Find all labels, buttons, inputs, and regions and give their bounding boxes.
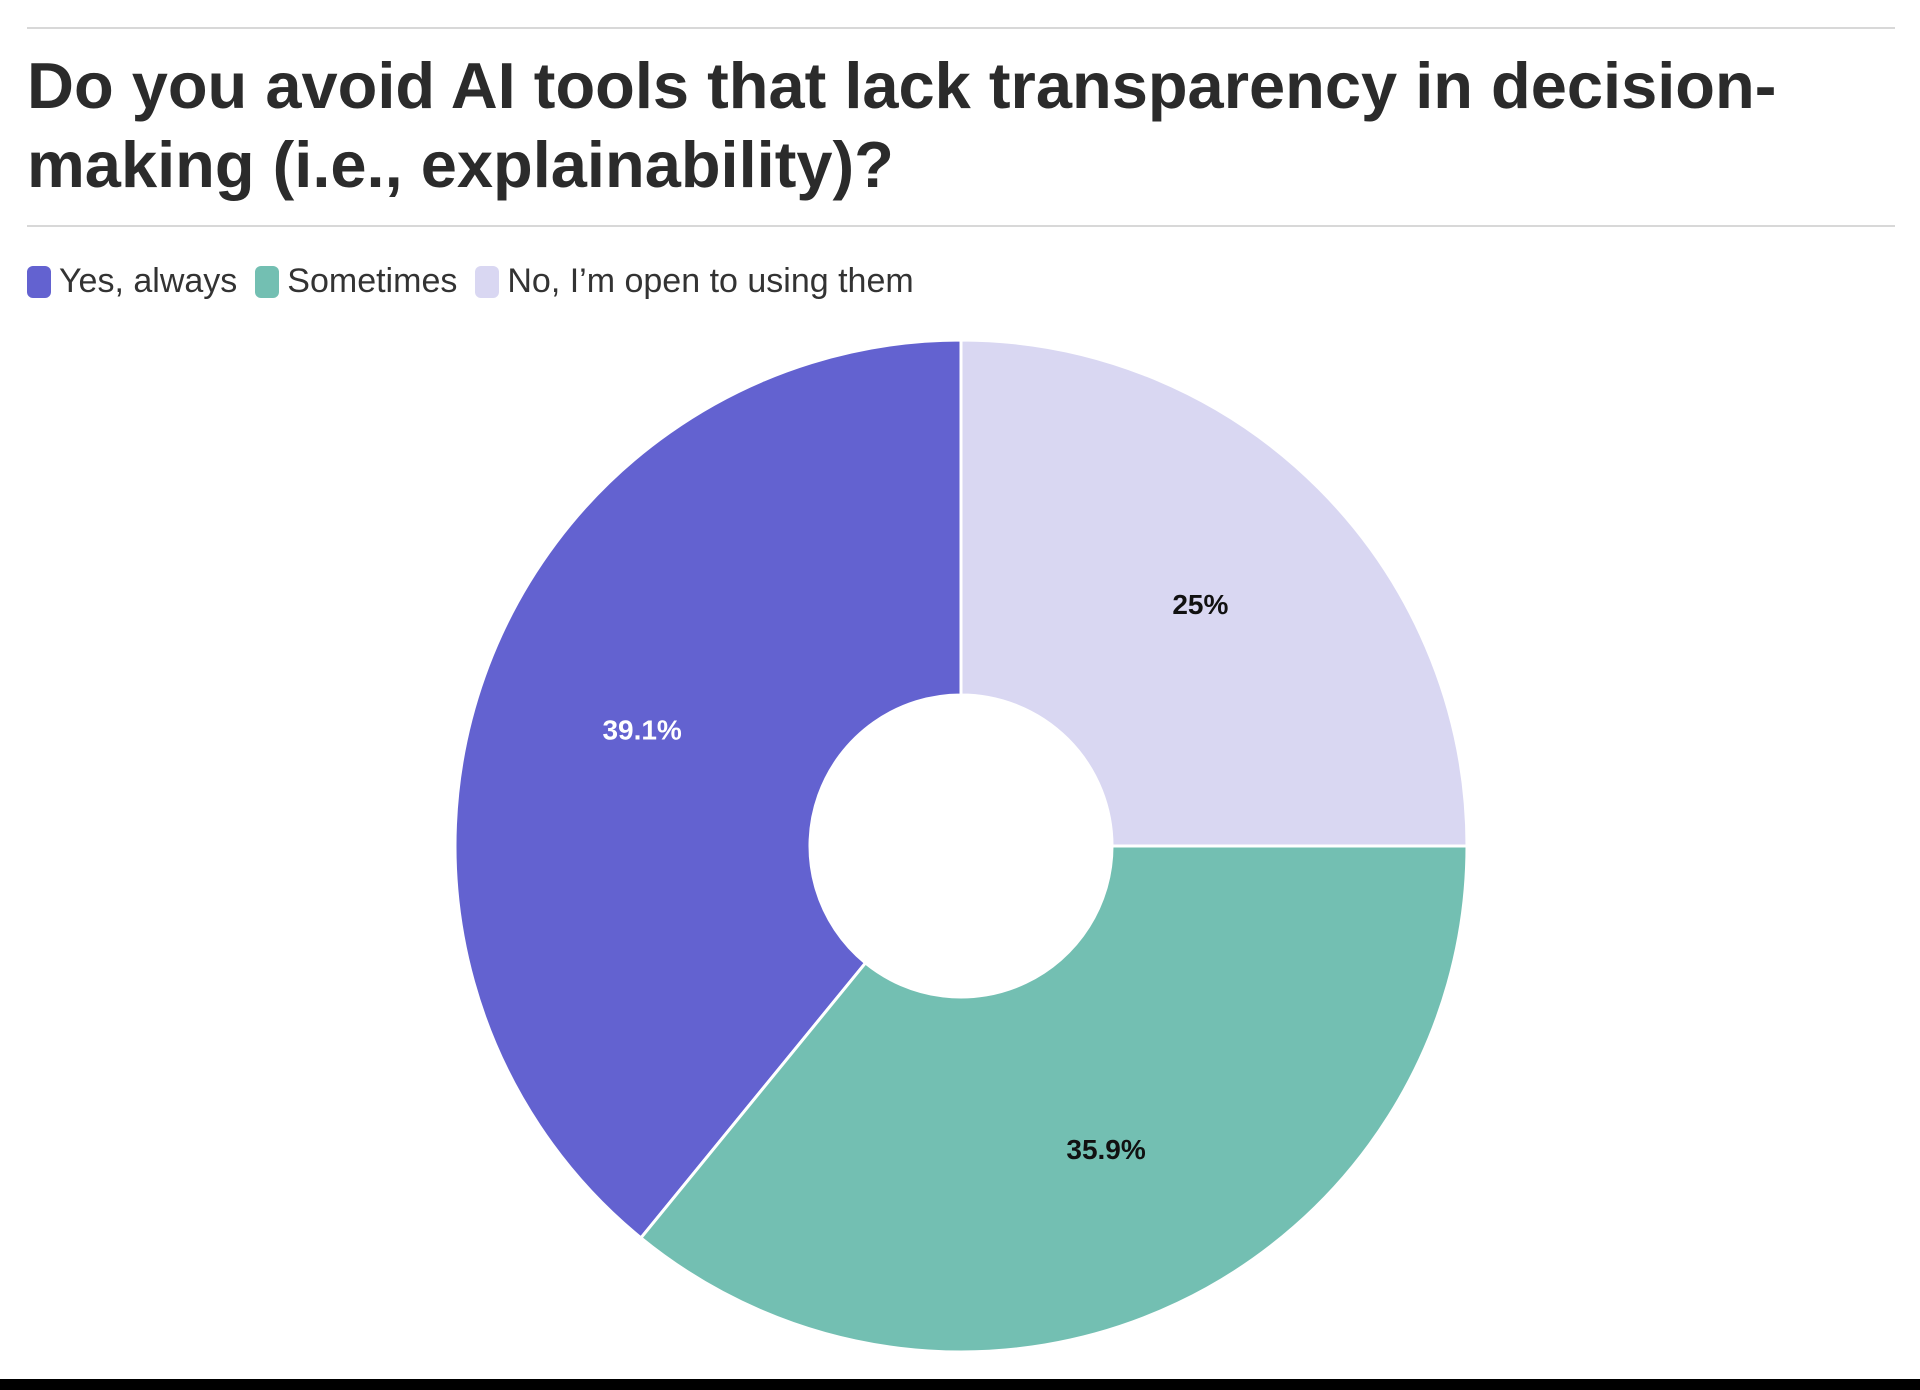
legend-label-yes-always: Yes, always <box>59 262 238 300</box>
legend-swatch-no-open <box>475 265 500 298</box>
slice-no-open <box>959 338 1469 848</box>
legend-label-no-open: No, I’m open to using them <box>507 262 914 300</box>
title-divider <box>27 225 1895 227</box>
legend-swatch-sometimes <box>255 265 280 298</box>
top-divider <box>27 27 1895 29</box>
legend-item-yes-always: Yes, always <box>27 262 237 301</box>
bottom-border <box>0 1379 1920 1390</box>
data-label-no-open: 25% <box>1172 589 1228 620</box>
legend-item-sometimes: Sometimes <box>255 262 457 301</box>
legend-item-no-open: No, I’m open to using them <box>475 262 914 301</box>
chart-title: Do you avoid AI tools that lack transpar… <box>27 49 1777 201</box>
slice-yes-always <box>453 338 963 1241</box>
data-label-sometimes: 35.9% <box>1066 1134 1145 1165</box>
slice-sometimes <box>638 844 1469 1354</box>
data-label-yes-always: 39.1% <box>602 715 681 746</box>
chart-legend: Yes, always Sometimes No, I’m open to us… <box>27 262 932 301</box>
legend-label-sometimes: Sometimes <box>287 262 458 300</box>
legend-swatch-yes-always <box>27 265 51 298</box>
